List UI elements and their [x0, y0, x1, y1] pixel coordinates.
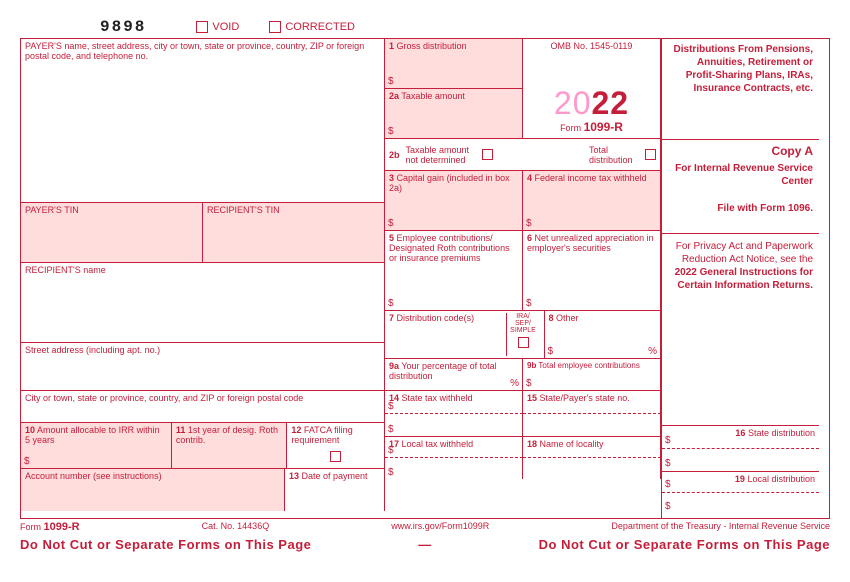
- form-footer: Form 1099-R Cat. No. 14436Q www.irs.gov/…: [20, 521, 830, 533]
- copy-label: Copy A: [668, 144, 813, 160]
- ira-sep-simple-checkbox[interactable]: [518, 337, 529, 348]
- box-9b[interactable]: 9b Total employee contributions$: [523, 359, 661, 391]
- street-address-box[interactable]: Street address (including apt. no.): [21, 343, 385, 391]
- box-18-top[interactable]: 18 Name of locality: [523, 437, 661, 458]
- box-5[interactable]: 5 Employee contributions/ Designated Rot…: [385, 231, 523, 311]
- header-number: 9898: [100, 18, 146, 36]
- payer-address-box[interactable]: PAYER'S name, street address, city or to…: [21, 39, 385, 203]
- box-9a[interactable]: 9a Your percentage of total distribution…: [385, 359, 523, 391]
- file-label: File with Form 1096.: [668, 202, 813, 215]
- box-3[interactable]: 3 Capital gain (included in box 2a)$: [385, 171, 523, 231]
- for-label: For Internal Revenue Service Center: [668, 162, 813, 188]
- box-2b[interactable]: 2b Taxable amount not determined Total d…: [385, 139, 661, 171]
- corrected-checkbox[interactable]: [269, 21, 281, 33]
- box-16-bottom[interactable]: $: [662, 449, 819, 472]
- box-10[interactable]: 10 Amount allocable to IRR within 5 year…: [21, 423, 172, 469]
- box-12[interactable]: 12 FATCA filing requirement: [287, 423, 385, 469]
- box-1[interactable]: 1 Gross distribution$: [385, 39, 523, 89]
- box-11[interactable]: 11 1st year of desig. Roth contrib.: [172, 423, 287, 469]
- recipient-name-box[interactable]: RECIPIENT'S name: [21, 263, 385, 343]
- form-body: PAYER'S name, street address, city or to…: [20, 38, 830, 519]
- box-7[interactable]: 7 Distribution code(s) IRA/ SEP/ SIMPLE: [385, 311, 545, 359]
- total-distribution-checkbox[interactable]: [645, 149, 656, 160]
- box-18-bottom[interactable]: [523, 458, 661, 479]
- year-box: 2022 Form 1099-R: [523, 89, 661, 139]
- privacy-text: For Privacy Act and Paperwork Reduction …: [668, 240, 813, 292]
- box-17-top[interactable]: 17 Local tax withheld$: [385, 437, 523, 458]
- payer-tin-box[interactable]: PAYER'S TIN: [21, 203, 203, 263]
- void-checkbox[interactable]: [196, 21, 208, 33]
- box-14-top[interactable]: 14 State tax withheld$: [385, 391, 523, 414]
- recipient-tin-box[interactable]: RECIPIENT'S TIN: [203, 203, 385, 263]
- box-2a[interactable]: 2a Taxable amount$: [385, 89, 523, 139]
- box-19-top[interactable]: 19 Local distribution$: [662, 472, 819, 493]
- box-13[interactable]: 13 Date of payment: [285, 469, 385, 511]
- account-number-box[interactable]: Account number (see instructions): [21, 469, 285, 511]
- taxable-not-determined-checkbox[interactable]: [482, 149, 493, 160]
- box-15-top[interactable]: 15 State/Payer's state no.: [523, 391, 661, 414]
- corrected-label: CORRECTED: [285, 21, 355, 33]
- box-14-bottom[interactable]: $: [385, 414, 523, 437]
- box-17-bottom[interactable]: $: [385, 458, 523, 479]
- city-box[interactable]: City or town, state or province, country…: [21, 391, 385, 423]
- box-6[interactable]: 6 Net unrealized appreciation in employe…: [523, 231, 661, 311]
- box-4[interactable]: 4 Federal income tax withheld$: [523, 171, 661, 231]
- void-label: VOID: [212, 21, 239, 33]
- box-16-top[interactable]: 16 State distribution$: [662, 426, 819, 449]
- form-header: 9898 VOID CORRECTED: [20, 18, 830, 36]
- fatca-checkbox[interactable]: [330, 451, 341, 462]
- form-title: Distributions From Pensions, Annuities, …: [668, 43, 813, 139]
- box-8[interactable]: 8 Other$%: [545, 311, 662, 359]
- box-19-bottom[interactable]: $: [662, 493, 819, 514]
- box-15-bottom[interactable]: [523, 414, 661, 437]
- omb-box: OMB No. 1545-0119: [523, 39, 661, 89]
- cut-warning: Do Not Cut or Separate Forms on This Pag…: [20, 537, 830, 552]
